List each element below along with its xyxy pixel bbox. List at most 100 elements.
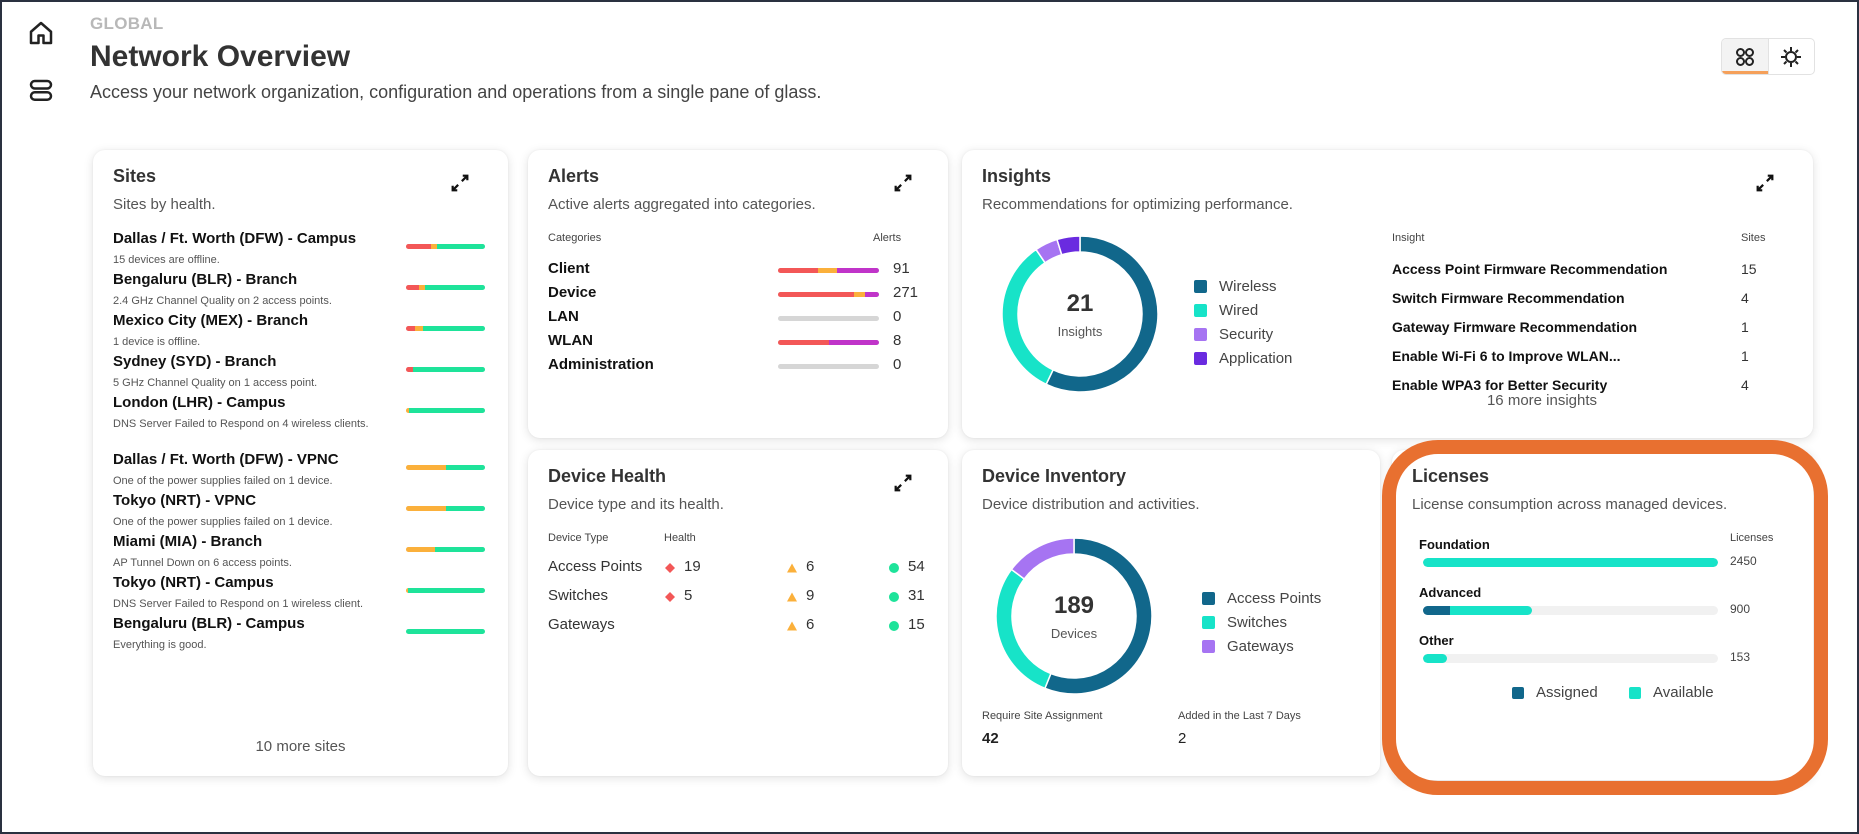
license-row[interactable]: Advanced 900 [1419,585,1799,619]
site-description: One of the power supplies failed on 1 de… [113,475,333,487]
require-site-assignment-label: Require Site Assignment [982,710,1103,722]
site-health-bar [406,547,485,552]
added-last-7-days-label: Added in the Last 7 Days [1178,710,1301,722]
license-row[interactable]: Other 153 [1419,633,1799,667]
health-segment-critical [406,285,419,290]
added-last-7-days-value[interactable]: 2 [1178,730,1187,747]
site-name: London (LHR) - Campus [113,394,286,411]
health-count-warning[interactable]: 6 [786,616,814,633]
insight-sites-count: 4 [1741,290,1749,306]
health-count-good[interactable]: 54 [888,558,925,575]
expand-icon[interactable] [449,172,471,194]
site-list-item[interactable]: Dallas / Ft. Worth (DFW) - VPNC One of th… [113,451,493,490]
device-health-row[interactable]: Access Points 19 6 54 [548,558,928,580]
insight-label: Enable Wi-Fi 6 to Improve WLAN... [1392,348,1621,364]
alert-category-row[interactable]: Device 271 [548,284,928,306]
site-name: Miami (MIA) - Branch [113,533,263,550]
alert-severity-bar [778,364,879,369]
site-health-bar [406,588,485,593]
legend-item[interactable]: Gateways [1202,638,1294,655]
good-circle-icon [888,561,900,573]
legend-item[interactable]: Security [1194,326,1273,343]
health-count-value: 54 [908,558,925,575]
insight-row[interactable]: Switch Firmware Recommendation 4 [1392,290,1792,312]
legend-item[interactable]: Wired [1194,302,1258,319]
site-description: One of the power supplies failed on 1 de… [113,516,333,528]
insights-slice-application[interactable] [1056,235,1081,256]
insights-slice-wireless[interactable] [1045,235,1159,393]
health-count-good[interactable]: 15 [888,616,925,633]
legend-swatch [1202,592,1215,605]
grid-view-button[interactable] [1722,39,1768,74]
health-segment-major [431,244,437,249]
license-row[interactable]: Foundation 2450 [1419,537,1799,571]
home-icon[interactable] [26,18,56,48]
expand-icon[interactable] [1754,172,1776,194]
insight-row[interactable]: Access Point Firmware Recommendation 15 [1392,261,1792,283]
license-tier-label: Other [1419,633,1454,648]
severity-segment-critical [778,268,819,273]
legend-item[interactable]: Available [1629,684,1714,701]
site-list-item[interactable]: London (LHR) - Campus DNS Server Failed t… [113,394,493,433]
alert-category-row[interactable]: Administration 0 [548,356,928,378]
site-list-item[interactable]: Sydney (SYD) - Branch 5 GHz Channel Quali… [113,353,493,392]
inventory-total-caption: Devices [1050,626,1098,641]
site-description: Everything is good. [113,639,207,651]
health-count-value: 6 [806,558,815,575]
site-list-item[interactable]: Bengaluru (BLR) - Campus Everything is go… [113,615,493,654]
site-description: 2.4 GHz Channel Quality on 2 access poin… [113,295,332,307]
legend-item[interactable]: Switches [1202,614,1287,631]
site-name: Tokyo (NRT) - Campus [113,574,274,591]
site-name: Tokyo (NRT) - VPNC [113,492,257,509]
health-count-good[interactable]: 31 [888,587,925,604]
legend-item[interactable]: Access Points [1202,590,1321,607]
alert-count: 91 [893,260,910,277]
site-list-item[interactable]: Tokyo (NRT) - Campus DNS Server Failed to… [113,574,493,613]
severity-segment-major [853,292,865,297]
breadcrumb: GLOBAL [90,14,164,33]
device-health-row[interactable]: Switches 5 9 31 [548,587,928,609]
legend-swatch [1194,328,1207,341]
site-list-item[interactable]: Dallas / Ft. Worth (DFW) - Campus 15 devi… [113,230,493,269]
alert-category-row[interactable]: LAN 0 [548,308,928,330]
insight-row[interactable]: Enable WPA3 for Better Security 4 [1392,377,1792,399]
card-subtitle: License consumption across managed devic… [1412,496,1728,513]
card-title: Insights [982,166,1052,186]
expand-icon[interactable] [892,172,914,194]
site-list-item[interactable]: Bengaluru (BLR) - Branch 2.4 GHz Channel … [113,271,493,310]
health-count-critical[interactable]: 5 [664,587,692,604]
site-list-item[interactable]: Tokyo (NRT) - VPNC One of the power suppl… [113,492,493,531]
alert-category-row[interactable]: WLAN 8 [548,332,928,354]
insight-row[interactable]: Gateway Firmware Recommendation 1 [1392,319,1792,341]
health-segment-good [409,408,485,413]
more-sites-link[interactable]: 10 more sites [255,738,346,755]
list-icon[interactable] [26,76,56,106]
expand-icon[interactable] [892,472,914,494]
device-health-row[interactable]: Gateways 6 15 [548,616,928,638]
legend-item[interactable]: Application [1194,350,1292,367]
device-type-label: Gateways [548,616,615,633]
legend-label: Access Points [1227,590,1322,607]
health-segment-critical [406,367,414,372]
more-insights-link[interactable]: 16 more insights [1486,392,1598,409]
require-site-assignment-value[interactable]: 42 [982,730,999,747]
insight-label: Switch Firmware Recommendation [1392,290,1625,306]
insights-card: Insights Recommendations for optimizing … [962,150,1813,438]
insight-row[interactable]: Enable Wi-Fi 6 to Improve WLAN... 1 [1392,348,1792,370]
insights-total: 21 Insights [1000,290,1160,339]
alert-category-row[interactable]: Client 91 [548,260,928,282]
legend-swatch [1202,640,1215,653]
settings-button[interactable] [1767,39,1815,74]
site-list-item[interactable]: Miami (MIA) - Branch AP Tunnel Down on 6 … [113,533,493,572]
health-count-warning[interactable]: 6 [786,558,814,575]
card-subtitle: Active alerts aggregated into categories… [548,196,816,213]
site-list-item[interactable]: Mexico City (MEX) - Branch 1 device is of… [113,312,493,351]
legend-label: Security [1219,326,1274,343]
inventory-slice-gateways[interactable] [1010,537,1075,581]
health-count-critical[interactable]: 19 [664,558,701,575]
legend-item[interactable]: Assigned [1512,684,1598,701]
insight-label: Enable WPA3 for Better Security [1392,377,1608,393]
site-health-bar [406,465,485,470]
health-count-warning[interactable]: 9 [786,587,814,604]
legend-item[interactable]: Wireless [1194,278,1277,295]
